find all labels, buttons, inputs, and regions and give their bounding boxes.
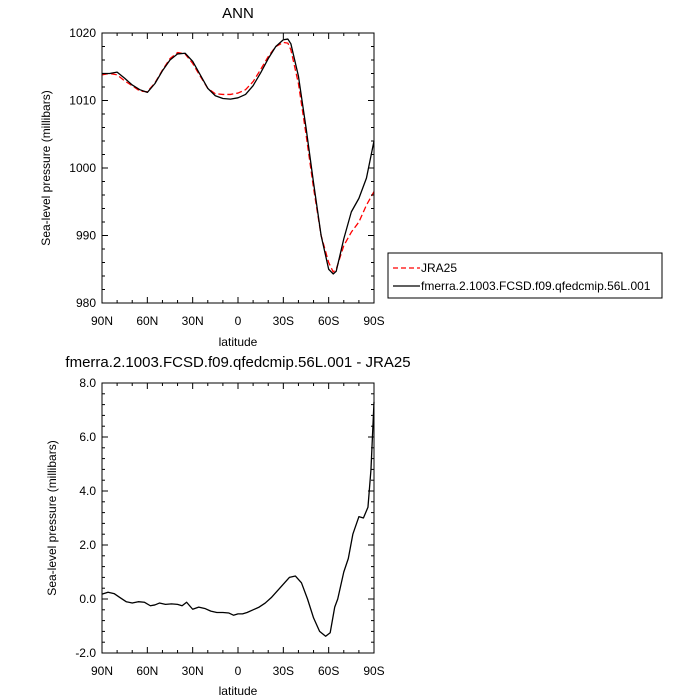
x-tick-label: 90N [91,664,113,678]
legend-label-model: fmerra.2.1003.FCSD.f09.qfedcmip.56L.001 [421,279,651,293]
y-tick-label: 6.0 [79,430,96,444]
y-tick-label: 990 [76,229,96,243]
x-tick-label: 90S [363,314,384,328]
plot-frame [101,32,375,304]
y-tick-label: 1010 [69,94,96,108]
y-tick-label: 980 [76,296,96,310]
x-axis: 90N 60N 30N 0 30S 60S 90S [91,33,385,328]
y-tick-label: 1000 [69,161,96,175]
y-tick-label: 2.0 [79,538,96,552]
x-axis-label: latitude [219,335,258,349]
series-line [102,38,375,275]
x-tick-label: 30S [273,314,294,328]
x-tick-label: 90N [91,314,113,328]
y-axis-label: Sea-level pressure (millibars) [39,90,53,245]
x-tick-label: 60N [136,314,158,328]
y-tick-label: 4.0 [79,484,96,498]
legend-box [387,252,663,299]
x-tick-label: 30S [273,664,294,678]
x-tick-label: 90S [363,664,384,678]
x-tick-label: 30N [182,664,204,678]
bottom-panel: fmerra.2.1003.FCSD.f09.qfedcmip.56L.001 … [45,354,411,698]
x-tick-label: 0 [235,314,242,328]
series-line [101,401,375,637]
y-tick-label: -2.0 [75,646,96,660]
y-tick-label: 8.0 [79,376,96,390]
legend-label-jra25: JRA25 [421,261,457,275]
chart-title: ANN [222,5,254,22]
chart-title: fmerra.2.1003.FCSD.f09.qfedcmip.56L.001 … [65,354,410,371]
x-tick-label: 60N [136,664,158,678]
series-line [101,41,375,273]
y-tick-label: 0.0 [79,592,96,606]
x-axis-label: latitude [219,684,258,698]
x-tick-label: 0 [235,664,242,678]
y-axis: 980 990 1000 1010 1020 [69,26,374,310]
y-axis-label: Sea-level pressure (millibars) [45,440,59,595]
y-axis: -2.0 0.0 2.0 4.0 6.0 8.0 [75,376,374,660]
series-lines [101,38,375,275]
x-tick-label: 60S [318,664,339,678]
x-axis: 90N 60N 30N 0 30S 60S 90S [91,383,385,678]
series-lines [101,401,375,637]
legend: JRA25 fmerra.2.1003.FCSD.f09.qfedcmip.56… [387,252,663,299]
top-panel: ANN 90N 60N 30N 0 30S 60S 90S 980 990 1000 1010 10… [39,5,385,349]
x-tick-label: 60S [318,314,339,328]
x-tick-label: 30N [182,314,204,328]
y-tick-label: 1020 [69,26,96,40]
